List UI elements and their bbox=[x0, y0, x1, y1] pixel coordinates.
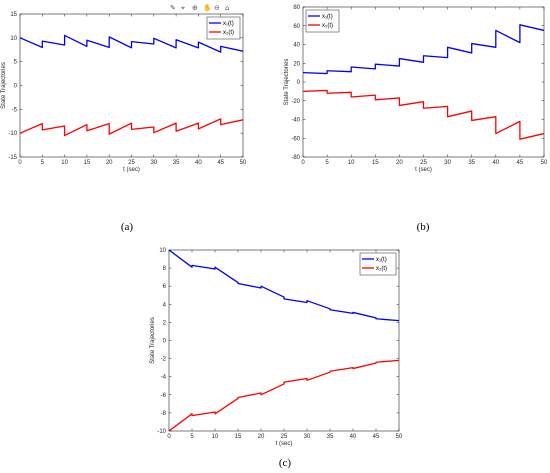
x-tick-label: 40 bbox=[492, 160, 499, 166]
y-tick-label: -40 bbox=[291, 118, 300, 124]
legend-entry-x2: x₂(t) bbox=[223, 30, 234, 36]
series-line-x1 bbox=[168, 249, 400, 322]
y-tick-label: -10 bbox=[157, 429, 166, 435]
x-tick-label: 5 bbox=[41, 160, 45, 166]
x-tick-label: 40 bbox=[350, 434, 357, 440]
y-tick-label: 20 bbox=[293, 61, 300, 67]
x-tick-label: 25 bbox=[128, 160, 135, 166]
x-axis-label: t (sec) bbox=[276, 441, 293, 447]
panel-caption: (c) bbox=[279, 457, 292, 469]
y-tick-label: -2 bbox=[161, 357, 167, 363]
figure-toolbar: ✎ ⌖ ⊕ ✋ ⊖ ⌂ bbox=[170, 3, 229, 12]
y-tick-label: 5 bbox=[14, 60, 18, 66]
y-tick-label: 80 bbox=[293, 5, 300, 11]
x-tick-label: 5 bbox=[325, 160, 329, 166]
x-tick-label: 5 bbox=[190, 434, 194, 440]
pan-icon[interactable]: ✋ bbox=[203, 3, 212, 12]
legend-entry-x1: x₁(t) bbox=[376, 257, 387, 263]
y-axis-label: State Trajectories bbox=[1, 62, 7, 109]
legend: x₁(t) x₂(t) bbox=[206, 16, 241, 40]
y-axis-label: State Trajectories bbox=[150, 317, 156, 364]
x-tick-label: 45 bbox=[373, 434, 380, 440]
y-tick-label: -4 bbox=[161, 375, 167, 381]
x-tick-label: 35 bbox=[173, 160, 180, 166]
y-tick-label: 0 bbox=[14, 84, 18, 90]
y-tick-label: 40 bbox=[293, 43, 300, 49]
chart-panel-c: 0 5 10 15 20 25 30 35 40 45 50 -10 -8 -6 -4 -2 0 2 4 6 8 10 t … bbox=[150, 248, 403, 469]
x-tick-label: 10 bbox=[61, 160, 68, 166]
x-tick-label: 25 bbox=[281, 434, 288, 440]
legend: x₁(t) x₂(t) bbox=[305, 9, 340, 33]
plot-area bbox=[19, 13, 244, 158]
series-line-x1 bbox=[19, 34, 244, 53]
data-tips-icon[interactable]: ⌖ bbox=[181, 4, 185, 12]
series-line-x2 bbox=[168, 359, 400, 432]
x-tick-label: 0 bbox=[301, 160, 305, 166]
zoom-in-icon[interactable]: ⊕ bbox=[192, 4, 198, 12]
plot-area bbox=[168, 249, 400, 432]
y-tick-label: 8 bbox=[163, 266, 167, 272]
brush-icon[interactable]: ✎ bbox=[170, 4, 176, 12]
chart-panel-b: 0 5 10 15 20 25 30 35 40 45 50 -80 -60 -40 -20 0 20 40 60 8… bbox=[284, 5, 548, 233]
series-line-x1 bbox=[302, 24, 545, 75]
y-tick-label: -6 bbox=[161, 393, 167, 399]
legend-entry-x2: x₂(t) bbox=[322, 23, 333, 29]
y-tick-label: -20 bbox=[291, 99, 300, 105]
x-tick-label: 30 bbox=[304, 434, 311, 440]
y-tick-label: 4 bbox=[163, 302, 167, 308]
x-tick-label: 0 bbox=[18, 160, 22, 166]
x-tick-label: 30 bbox=[444, 160, 451, 166]
y-tick-label: 2 bbox=[163, 320, 167, 326]
y-tick-label: 0 bbox=[297, 80, 301, 86]
x-tick-label: 15 bbox=[372, 160, 379, 166]
x-tick-label: 20 bbox=[396, 160, 403, 166]
x-axis-label: t (sec) bbox=[123, 167, 140, 173]
y-tick-label: 10 bbox=[159, 248, 166, 254]
y-tick-label: -80 bbox=[291, 155, 300, 161]
home-icon[interactable]: ⌂ bbox=[225, 4, 229, 12]
legend-entry-x1: x₁(t) bbox=[322, 14, 333, 20]
y-tick-label: -60 bbox=[291, 136, 300, 142]
x-tick-label: 45 bbox=[517, 160, 524, 166]
y-tick-label: -5 bbox=[12, 107, 18, 113]
x-tick-label: 15 bbox=[84, 160, 91, 166]
x-tick-label: 50 bbox=[240, 160, 247, 166]
chart-panel-a: 0 5 10 15 20 25 30 35 40 45 50 -15 -10 -5 0 5 10 15 t (sec… bbox=[1, 12, 247, 233]
series-line-x2 bbox=[19, 118, 244, 137]
y-tick-label: 0 bbox=[163, 339, 167, 345]
x-tick-label: 50 bbox=[396, 434, 403, 440]
x-tick-label: 50 bbox=[541, 160, 548, 166]
y-tick-label: -15 bbox=[8, 155, 17, 161]
y-tick-label: 15 bbox=[10, 12, 17, 18]
x-tick-label: 45 bbox=[217, 160, 224, 166]
x-tick-label: 30 bbox=[150, 160, 157, 166]
x-tick-label: 20 bbox=[106, 160, 113, 166]
legend-entry-x2: x₂(t) bbox=[376, 266, 387, 272]
x-tick-label: 35 bbox=[468, 160, 475, 166]
x-tick-label: 40 bbox=[195, 160, 202, 166]
zoom-out-icon[interactable]: ⊖ bbox=[214, 4, 220, 12]
x-tick-label: 0 bbox=[167, 434, 171, 440]
y-tick-label: -10 bbox=[8, 131, 17, 137]
x-tick-label: 25 bbox=[420, 160, 427, 166]
panel-caption: (a) bbox=[121, 221, 134, 233]
x-tick-label: 10 bbox=[212, 434, 219, 440]
x-tick-label: 10 bbox=[348, 160, 355, 166]
x-tick-label: 15 bbox=[235, 434, 242, 440]
series-line-x2 bbox=[302, 89, 545, 140]
panel-caption: (b) bbox=[417, 221, 430, 233]
x-tick-label: 20 bbox=[258, 434, 265, 440]
x-tick-label: 35 bbox=[327, 434, 334, 440]
y-axis-label: State Trajectories bbox=[284, 59, 290, 106]
legend-entry-x1: x₁(t) bbox=[223, 21, 234, 27]
y-tick-label: -8 bbox=[161, 411, 167, 417]
y-tick-label: 60 bbox=[293, 24, 300, 30]
y-tick-label: 6 bbox=[163, 284, 167, 290]
legend: x₁(t) x₂(t) bbox=[359, 252, 397, 276]
y-tick-label: 10 bbox=[10, 36, 17, 42]
x-axis-label: t (sec) bbox=[415, 167, 432, 173]
